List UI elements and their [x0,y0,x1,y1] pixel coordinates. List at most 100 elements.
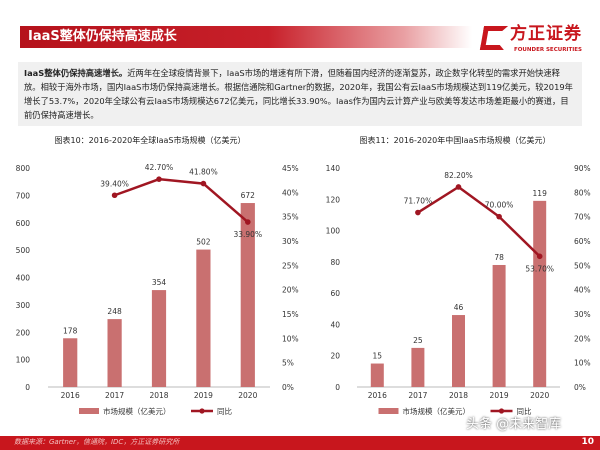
y2-tick-label: 20% [282,286,299,295]
y2-tick-label: 40% [282,188,299,197]
x-tick-label: 2018 [149,391,168,400]
x-tick-label: 2016 [368,391,387,400]
x-tick-label: 2019 [194,391,213,400]
bar [492,264,506,387]
y2-tick-label: 90% [574,164,591,173]
line-data-label: 39.40% [100,179,129,188]
y-tick-label: 100 [16,356,31,365]
bar [240,203,255,387]
bar [370,363,384,387]
logo-cn: 方正证券 [510,24,582,44]
legend-bar-label: 市场规模（亿美元） [103,406,171,416]
y-tick-label: 700 [16,191,31,200]
x-tick-label: 2020 [530,391,549,400]
legend-line-label: 同比 [517,406,532,416]
yoy-line [417,185,541,258]
x-tick-label: 2018 [449,391,468,400]
watermark: 头条 @未来智库 [466,417,562,432]
yoy-point [200,180,207,187]
bar-data-label: 119 [533,189,548,198]
summary-box: IaaS整体仍保持高速增长。近两年在全球疫情背景下，IaaS市场的增速有所下滑，… [18,62,582,126]
page-number: 10 [581,437,594,447]
x-tick-label: 2019 [490,391,509,400]
y-tick-label: 60 [330,289,340,298]
bar [411,347,425,387]
bar-data-label: 46 [454,303,464,312]
y-tick-label: 20 [330,352,340,361]
y-tick-label: 500 [16,246,31,255]
chart-title: 图表10：2016-2020年全球IaaS市场规模（亿美元） [54,135,245,145]
bar-data-label: 672 [241,191,256,200]
founder-logo: 方正证券 FOUNDER SECURITIES [479,24,592,58]
y2-tick-label: 10% [574,359,591,368]
bar-data-label: 178 [63,326,78,335]
line-data-label: 53.70% [525,264,554,273]
bar [63,338,78,387]
y-tick-label: 40 [330,320,340,329]
line-data-label: 42.70% [145,163,174,172]
y2-tick-label: 40% [574,286,591,295]
y2-tick-label: 20% [574,334,591,343]
y2-tick-label: 50% [574,261,591,270]
x-tick-label: 2017 [105,391,124,400]
y2-tick-label: 25% [282,261,299,270]
y2-tick-label: 35% [282,213,299,222]
footer-bar: 数据来源：Gartner，信通院，IDC，方正证券研究所 10 [0,436,600,450]
y-tick-label: 300 [16,301,31,310]
header-bar: IaaS整体仍保持高速成长 [20,26,472,48]
y-tick-label: 0 [25,383,30,392]
y2-tick-label: 15% [282,310,299,319]
bar [196,249,211,387]
line-data-label: 41.80% [189,168,218,177]
y-tick-label: 0 [335,383,340,392]
legend-bar-swatch [79,408,99,414]
bar-data-label: 502 [196,238,211,247]
y2-tick-label: 30% [574,310,591,319]
bar-data-label: 78 [494,253,504,262]
yoy-point [496,213,502,220]
yoy-point [415,209,421,216]
bar [452,315,465,387]
yoy-point [156,176,162,182]
y2-tick-label: 30% [282,237,299,246]
legend-line-label: 同比 [217,406,232,416]
y-tick-label: 400 [16,274,31,283]
footer-source: 数据来源：Gartner，信通院，IDC，方正证券研究所 [14,438,180,446]
yoy-point [245,219,251,225]
bar [533,200,547,387]
x-tick-label: 2016 [61,391,80,400]
y2-tick-label: 0% [574,383,586,392]
logo-en: FOUNDER SECURITIES [514,47,582,53]
bar-data-label: 354 [152,278,167,287]
y-tick-label: 120 [326,195,341,204]
summary-lead: IaaS整体仍保持高速增长。 [24,68,128,78]
y2-tick-label: 10% [282,334,299,343]
x-tick-label: 2017 [408,391,427,400]
y2-tick-label: 0% [282,383,294,392]
yoy-point [111,192,118,199]
yoy-point [455,184,462,190]
line-data-label: 33.90% [233,230,262,239]
y2-tick-label: 5% [282,359,294,368]
y2-tick-label: 45% [282,164,299,173]
line-data-label: 70.00% [485,201,514,210]
page-title: IaaS整体仍保持高速成长 [28,29,177,44]
y-tick-label: 800 [16,164,31,173]
y2-tick-label: 80% [574,188,591,197]
line-data-label: 82.20% [444,171,473,180]
legend-line-marker [199,408,205,414]
summary-body: 近两年在全球疫情背景下，IaaS市场的增速有所下滑，但随着国内经济的逐渐复苏，政… [24,68,573,120]
y2-tick-label: 70% [574,213,591,222]
y-tick-label: 600 [16,219,31,228]
x-tick-label: 2020 [238,391,257,400]
y-tick-label: 100 [326,227,341,236]
bar [151,290,167,387]
y-tick-label: 80 [330,258,340,267]
bar [107,319,122,387]
line-data-label: 71.70% [404,197,433,206]
yoy-point [536,253,543,260]
bar-data-label: 15 [373,352,383,361]
bar-data-label: 25 [413,336,423,345]
legend-bar-label: 市场规模（亿美元） [403,406,471,416]
